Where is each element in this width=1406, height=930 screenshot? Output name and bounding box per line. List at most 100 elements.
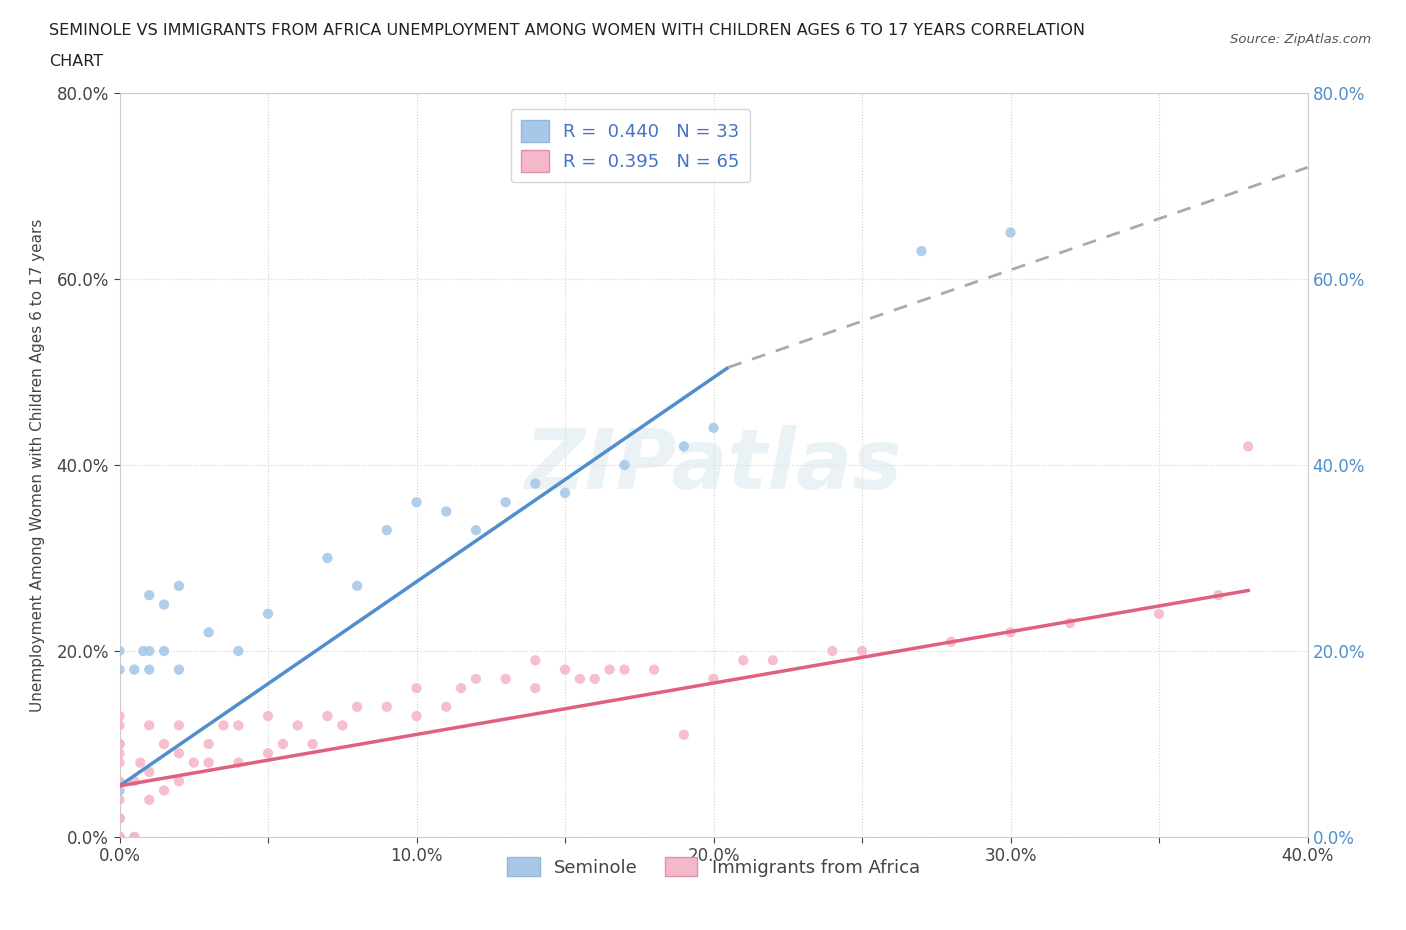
- Point: [108, 644, 131, 658]
- Point: [703, 671, 725, 686]
- Point: [124, 830, 146, 844]
- Point: [129, 755, 152, 770]
- Point: [941, 634, 963, 649]
- Point: [583, 671, 606, 686]
- Point: [153, 597, 176, 612]
- Point: [108, 830, 131, 844]
- Point: [108, 830, 131, 844]
- Point: [108, 718, 131, 733]
- Point: [405, 681, 427, 696]
- Point: [228, 718, 250, 733]
- Point: [554, 662, 576, 677]
- Text: ZIPatlas: ZIPatlas: [524, 424, 903, 506]
- Point: [464, 671, 488, 686]
- Point: [316, 709, 339, 724]
- Point: [524, 653, 547, 668]
- Point: [108, 774, 131, 789]
- Point: [212, 718, 235, 733]
- Point: [434, 504, 457, 519]
- Point: [405, 709, 427, 724]
- Point: [375, 699, 398, 714]
- Point: [257, 709, 280, 724]
- Point: [167, 662, 190, 677]
- Point: [108, 662, 131, 677]
- Point: [762, 653, 785, 668]
- Point: [108, 830, 131, 844]
- Point: [271, 737, 294, 751]
- Y-axis label: Unemployment Among Women with Children Ages 6 to 17 years: Unemployment Among Women with Children A…: [31, 219, 45, 711]
- Point: [167, 718, 190, 733]
- Point: [167, 746, 190, 761]
- Point: [733, 653, 755, 668]
- Point: [153, 737, 176, 751]
- Legend: Seminole, Immigrants from Africa: Seminole, Immigrants from Africa: [501, 850, 927, 883]
- Point: [1147, 606, 1170, 621]
- Point: [316, 551, 339, 565]
- Point: [643, 662, 665, 677]
- Point: [599, 662, 621, 677]
- Point: [495, 495, 517, 510]
- Point: [375, 523, 398, 538]
- Point: [108, 811, 131, 826]
- Point: [568, 671, 591, 686]
- Point: [257, 606, 280, 621]
- Point: [132, 644, 155, 658]
- Point: [1000, 225, 1022, 240]
- Point: [124, 662, 146, 677]
- Point: [197, 737, 219, 751]
- Point: [108, 709, 131, 724]
- Text: SEMINOLE VS IMMIGRANTS FROM AFRICA UNEMPLOYMENT AMONG WOMEN WITH CHILDREN AGES 6: SEMINOLE VS IMMIGRANTS FROM AFRICA UNEMP…: [49, 23, 1085, 38]
- Point: [108, 783, 131, 798]
- Point: [821, 644, 844, 658]
- Point: [346, 699, 368, 714]
- Point: [1059, 616, 1081, 631]
- Point: [301, 737, 323, 751]
- Point: [183, 755, 205, 770]
- Point: [108, 755, 131, 770]
- Point: [1000, 625, 1022, 640]
- Point: [108, 746, 131, 761]
- Text: Source: ZipAtlas.com: Source: ZipAtlas.com: [1230, 33, 1371, 46]
- Point: [138, 792, 160, 807]
- Point: [108, 792, 131, 807]
- Point: [703, 420, 725, 435]
- Point: [524, 476, 547, 491]
- Point: [138, 644, 160, 658]
- Point: [138, 718, 160, 733]
- Point: [257, 746, 280, 761]
- Point: [450, 681, 472, 696]
- Point: [1237, 439, 1260, 454]
- Point: [672, 439, 695, 454]
- Point: [108, 830, 131, 844]
- Point: [167, 578, 190, 593]
- Point: [153, 783, 176, 798]
- Point: [346, 578, 368, 593]
- Point: [287, 718, 309, 733]
- Point: [167, 774, 190, 789]
- Point: [153, 644, 176, 658]
- Point: [124, 830, 146, 844]
- Point: [197, 625, 219, 640]
- Point: [108, 737, 131, 751]
- Point: [138, 588, 160, 603]
- Point: [124, 774, 146, 789]
- Point: [405, 495, 427, 510]
- Point: [613, 662, 636, 677]
- Point: [108, 737, 131, 751]
- Point: [851, 644, 873, 658]
- Point: [197, 755, 219, 770]
- Point: [554, 485, 576, 500]
- Point: [138, 662, 160, 677]
- Point: [108, 811, 131, 826]
- Point: [138, 764, 160, 779]
- Point: [228, 755, 250, 770]
- Point: [613, 458, 636, 472]
- Point: [108, 830, 131, 844]
- Point: [524, 681, 547, 696]
- Point: [330, 718, 353, 733]
- Point: [228, 644, 250, 658]
- Point: [910, 244, 932, 259]
- Point: [495, 671, 517, 686]
- Text: CHART: CHART: [49, 54, 103, 69]
- Point: [108, 830, 131, 844]
